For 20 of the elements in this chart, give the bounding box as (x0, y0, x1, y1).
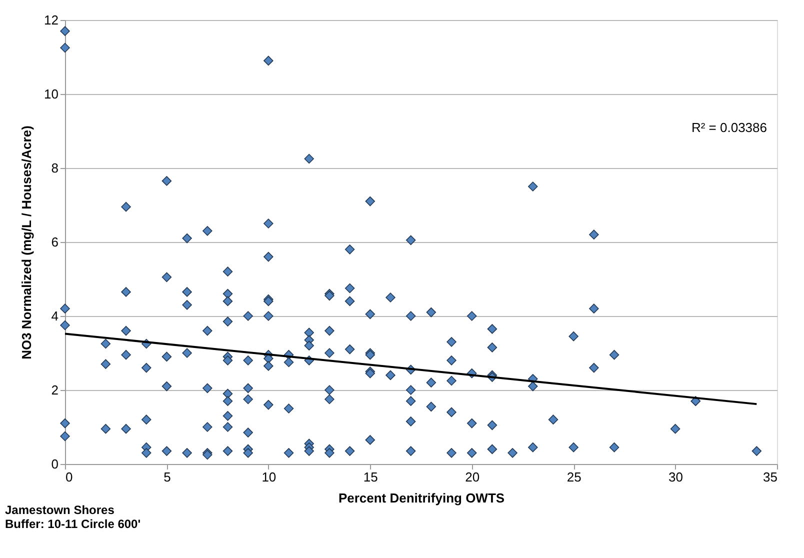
y-tick-label: 6 (51, 234, 58, 250)
annotation: R² = 0.03386 (691, 120, 767, 135)
y-tick-label: 2 (51, 382, 58, 398)
text: Buffer: 10-11 Circle 600' (5, 517, 141, 531)
x-tick-label: 0 (66, 470, 73, 484)
x-tick-label: 5 (164, 470, 171, 484)
y-tick-label: 12 (44, 12, 58, 28)
y-tick-label: 0 (51, 456, 58, 472)
x-tick-label: 35 (763, 470, 778, 484)
x-tick-label: 20 (465, 470, 480, 484)
x-tick-label: 25 (566, 470, 582, 484)
x-tick-label: 15 (363, 470, 378, 484)
x-axis-title: Percent Denitrifying OWTS (338, 490, 505, 506)
y-axis-title: NO3 Normalized (mg/L / Houses/Acre) (19, 126, 34, 360)
text: Jamestown Shores (5, 503, 115, 517)
x-tick-label: 30 (668, 470, 684, 484)
x-tick-label: 10 (262, 470, 276, 484)
y-tick-label: 4 (51, 308, 58, 324)
y-tick-label: 8 (51, 160, 58, 176)
y-tick-label: 10 (44, 86, 58, 102)
